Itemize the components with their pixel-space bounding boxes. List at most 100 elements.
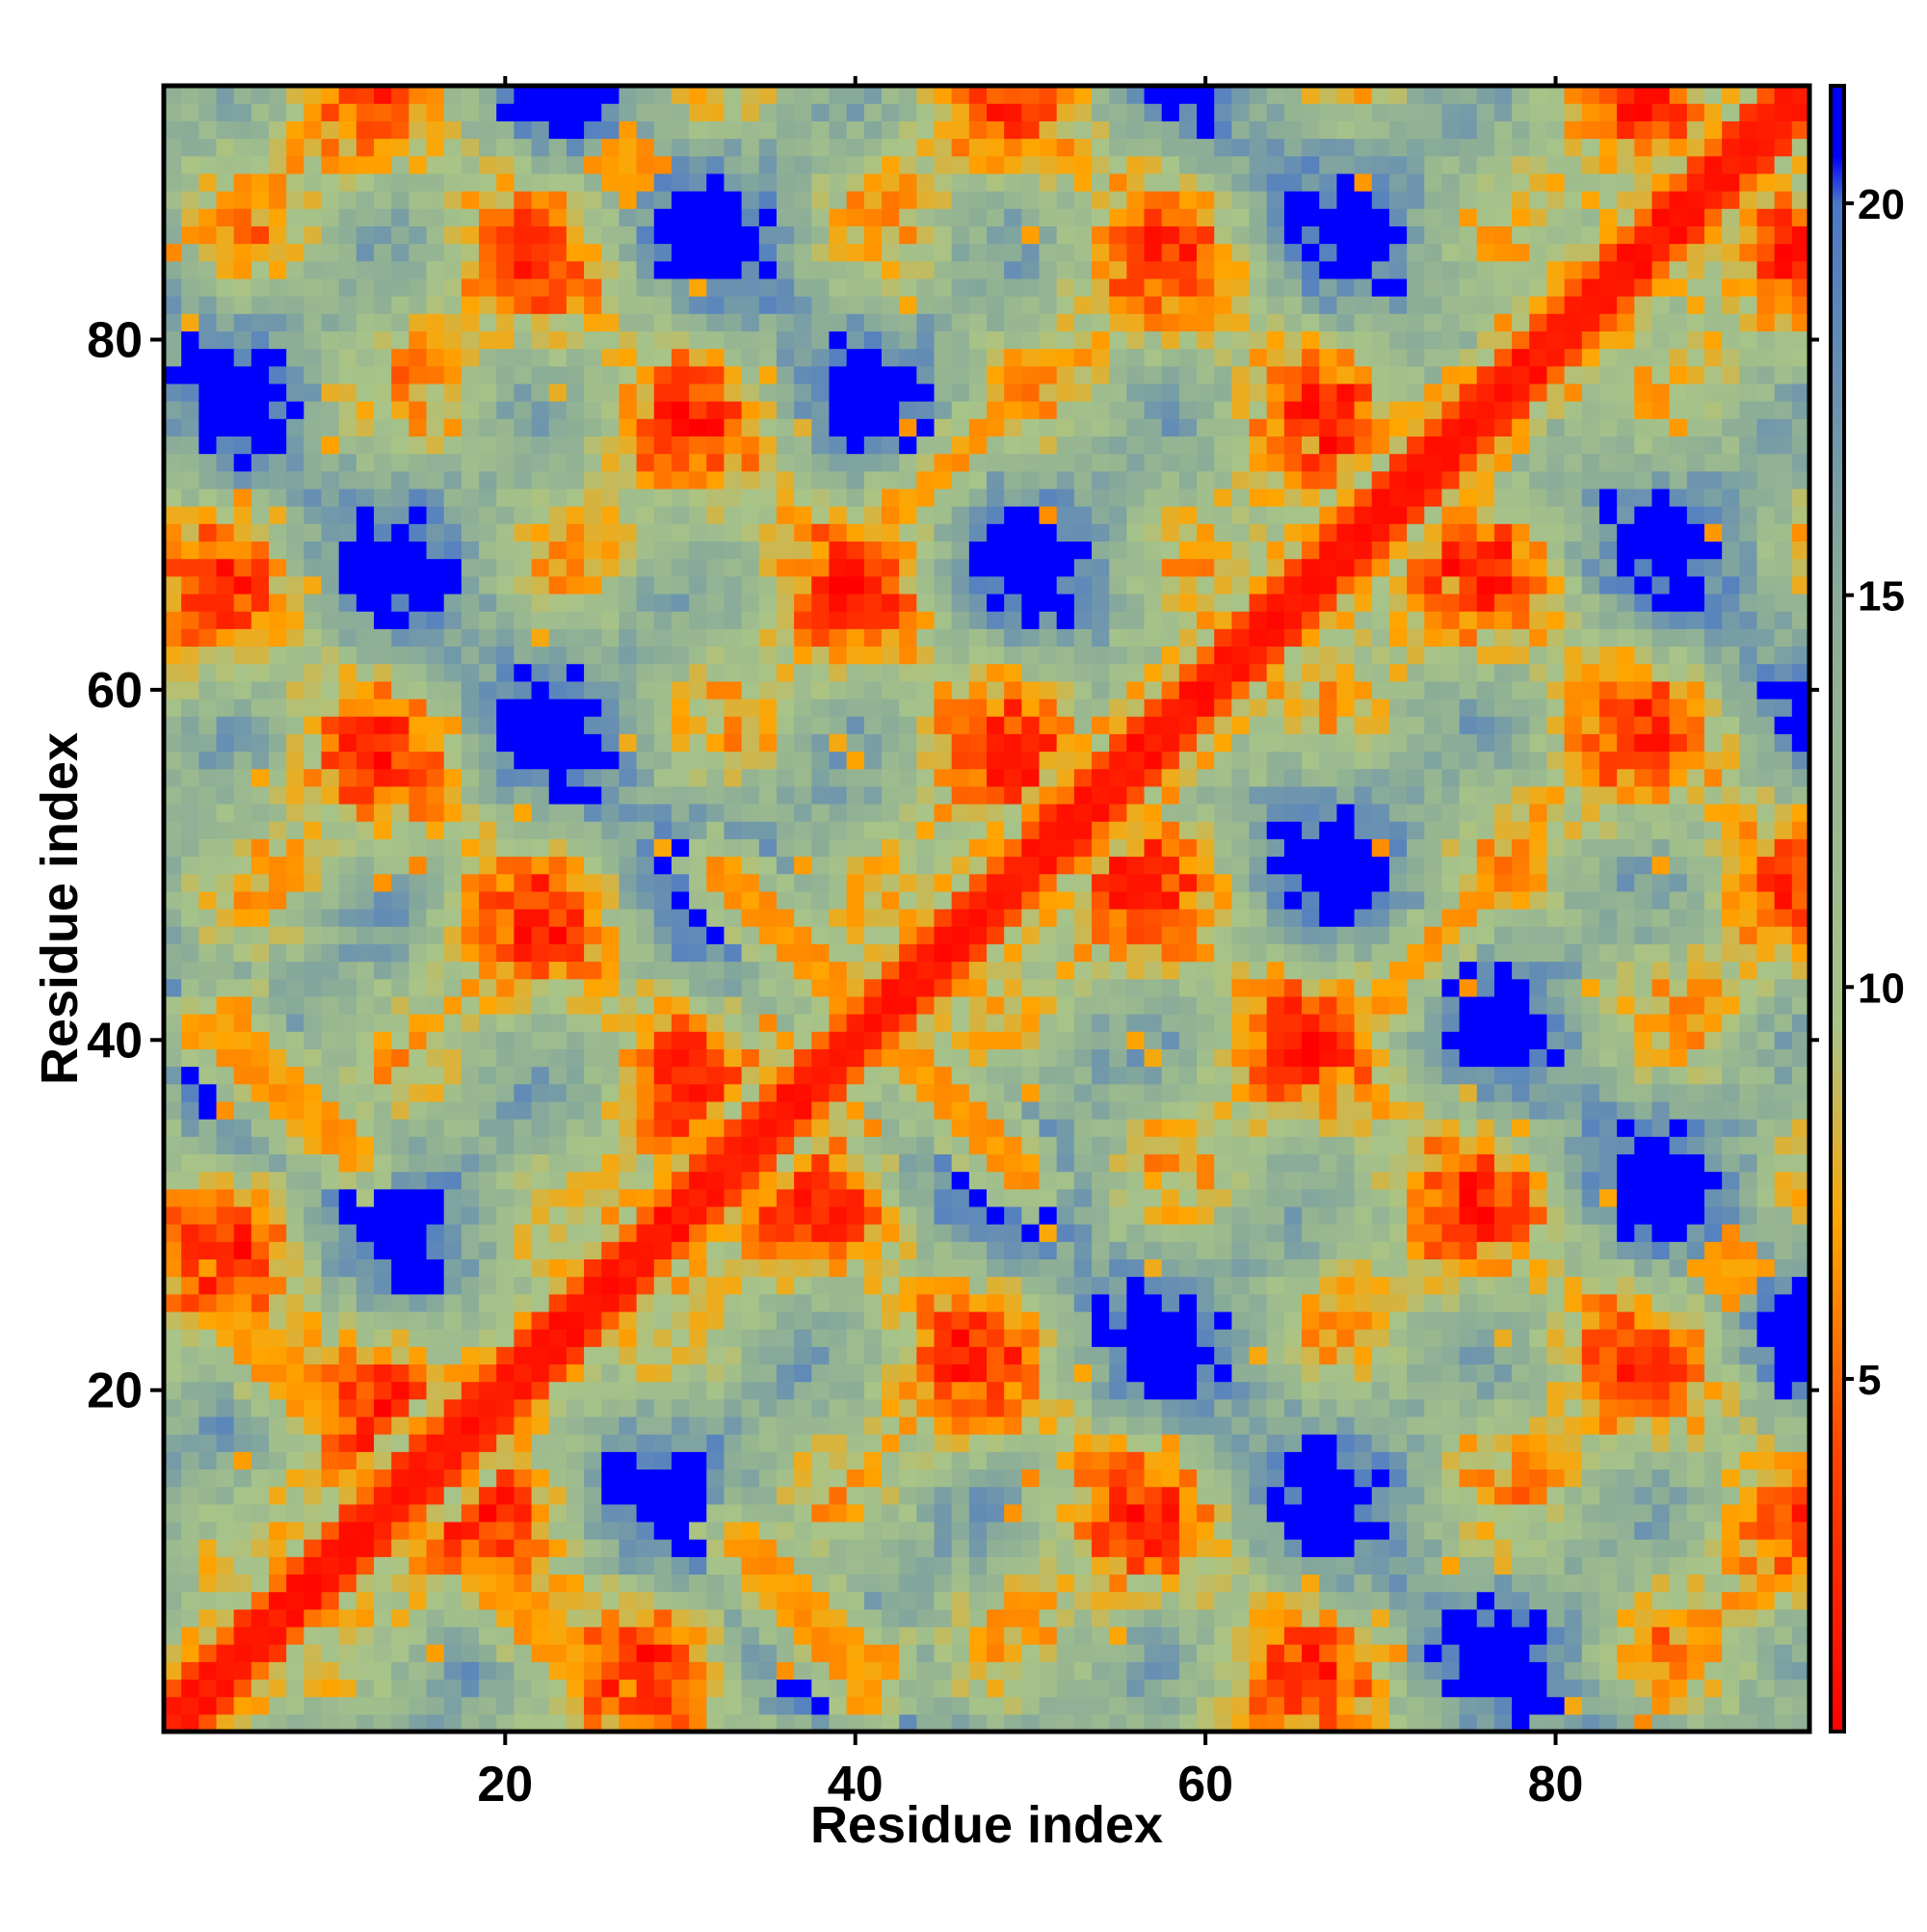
heatmap-cell bbox=[689, 698, 707, 717]
heatmap-cell bbox=[794, 1188, 812, 1207]
heatmap-cell bbox=[916, 1066, 936, 1085]
heatmap-cell bbox=[758, 86, 778, 104]
heatmap-cell bbox=[619, 225, 638, 245]
heatmap-cell bbox=[321, 172, 340, 192]
heatmap-cell bbox=[338, 1276, 357, 1295]
heatmap-cell bbox=[776, 401, 795, 419]
heatmap-cell bbox=[338, 1696, 357, 1715]
heatmap-cell bbox=[706, 331, 726, 350]
heatmap-cell bbox=[846, 838, 865, 858]
heatmap-cell bbox=[741, 138, 760, 157]
heatmap-cell bbox=[374, 856, 392, 875]
heatmap-cell bbox=[829, 488, 848, 507]
heatmap-cell bbox=[269, 506, 287, 524]
heatmap-cell bbox=[286, 1696, 304, 1715]
heatmap-cell bbox=[881, 733, 900, 753]
heatmap-cell bbox=[671, 1434, 690, 1452]
heatmap-cell bbox=[164, 1048, 182, 1068]
heatmap-cell bbox=[846, 1136, 865, 1154]
heatmap-cell bbox=[829, 1661, 848, 1681]
heatmap-cell bbox=[951, 1258, 970, 1278]
heatmap-cell bbox=[987, 768, 1005, 787]
heatmap-cell bbox=[916, 1153, 936, 1173]
heatmap-cell bbox=[321, 1644, 340, 1662]
heatmap-cell bbox=[391, 348, 409, 367]
heatmap-cell bbox=[636, 1258, 655, 1278]
heatmap-cell bbox=[758, 155, 778, 174]
heatmap-cell bbox=[548, 909, 568, 927]
heatmap-cell bbox=[461, 225, 480, 245]
heatmap-cell bbox=[198, 558, 218, 577]
heatmap-cell bbox=[338, 191, 357, 209]
heatmap-cell bbox=[724, 1031, 743, 1049]
heatmap-cell bbox=[566, 1346, 585, 1365]
heatmap-cell bbox=[496, 488, 515, 507]
heatmap-cell bbox=[689, 1048, 707, 1068]
heatmap-cell bbox=[987, 1363, 1005, 1383]
heatmap-cell bbox=[794, 1398, 812, 1417]
heatmap-cell bbox=[566, 155, 585, 174]
heatmap-cell bbox=[951, 1048, 970, 1068]
heatmap-cell bbox=[198, 155, 218, 174]
heatmap-cell bbox=[1004, 1381, 1022, 1400]
heatmap-cell bbox=[321, 890, 340, 910]
heatmap-cell bbox=[758, 383, 778, 402]
heatmap-cell bbox=[934, 1083, 953, 1102]
heatmap-cell bbox=[934, 961, 953, 980]
heatmap-cell bbox=[548, 1416, 568, 1435]
heatmap-cell bbox=[1021, 1434, 1041, 1452]
heatmap-cell bbox=[531, 418, 550, 437]
heatmap-cell bbox=[899, 348, 917, 367]
heatmap-cell bbox=[338, 155, 357, 174]
heatmap-cell bbox=[601, 208, 620, 226]
heatmap-cell bbox=[863, 541, 883, 560]
heatmap-cell bbox=[829, 1381, 848, 1400]
heatmap-cell bbox=[304, 1276, 323, 1295]
heatmap-cell bbox=[619, 716, 638, 734]
heatmap-cell bbox=[776, 1574, 795, 1593]
heatmap-cell bbox=[374, 1136, 392, 1154]
heatmap-cell bbox=[321, 1066, 340, 1085]
heatmap-cell bbox=[741, 365, 760, 384]
heatmap-cell bbox=[1039, 470, 1058, 490]
heatmap-cell bbox=[619, 348, 638, 367]
heatmap-cell bbox=[181, 120, 199, 140]
heatmap-cell bbox=[1021, 86, 1041, 104]
heatmap-cell bbox=[619, 331, 638, 350]
heatmap-cell bbox=[496, 1241, 515, 1259]
heatmap-cell bbox=[216, 873, 235, 892]
heatmap-cell bbox=[548, 1241, 568, 1259]
heatmap-cell bbox=[899, 1329, 917, 1347]
heatmap-cell bbox=[636, 785, 655, 805]
heatmap-cell bbox=[409, 191, 428, 209]
heatmap-cell bbox=[496, 1574, 515, 1593]
heatmap-cell bbox=[811, 1661, 831, 1681]
heatmap-cell bbox=[426, 716, 445, 734]
heatmap-cell bbox=[233, 1346, 252, 1365]
heatmap-cell bbox=[251, 1224, 270, 1242]
heatmap-cell bbox=[391, 523, 409, 543]
heatmap-cell bbox=[496, 716, 515, 734]
heatmap-cell bbox=[496, 331, 515, 350]
heatmap-cell bbox=[811, 418, 831, 437]
heatmap-cell bbox=[863, 909, 883, 927]
heatmap-cell bbox=[304, 785, 323, 805]
heatmap-cell bbox=[899, 995, 917, 1015]
heatmap-cell bbox=[356, 1713, 375, 1733]
heatmap-cell bbox=[881, 1556, 900, 1575]
heatmap-cell bbox=[706, 838, 726, 858]
heatmap-cell bbox=[181, 803, 199, 822]
heatmap-cell bbox=[496, 296, 515, 314]
heatmap-cell bbox=[479, 172, 497, 192]
heatmap-cell bbox=[829, 1119, 848, 1137]
heatmap-cell bbox=[724, 1486, 743, 1505]
heatmap-cell bbox=[164, 1241, 182, 1259]
heatmap-cell bbox=[198, 1363, 218, 1383]
heatmap-cell bbox=[1073, 1363, 1093, 1383]
heatmap-cell bbox=[356, 558, 375, 577]
heatmap-cell bbox=[233, 1083, 252, 1102]
heatmap-cell bbox=[1056, 593, 1075, 612]
heatmap-cell bbox=[514, 1398, 533, 1417]
heatmap-cell bbox=[566, 541, 585, 560]
heatmap-cell bbox=[1073, 191, 1093, 209]
